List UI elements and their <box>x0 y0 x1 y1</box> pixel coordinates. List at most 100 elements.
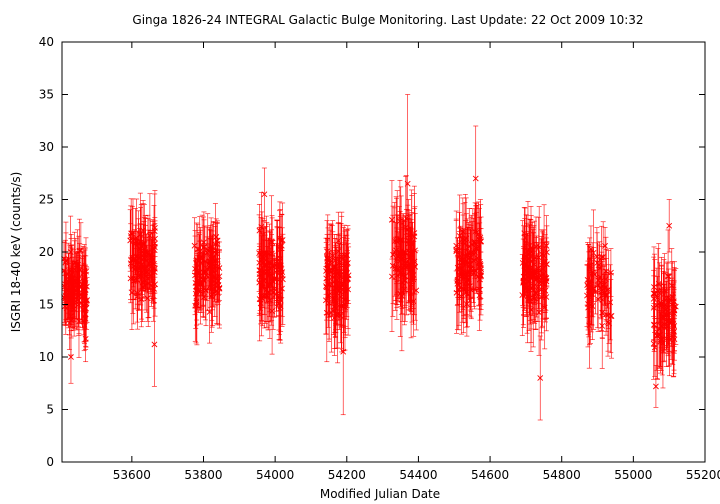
data-point-108 <box>79 251 86 328</box>
data-point-306 <box>194 250 201 311</box>
data-point-209 <box>134 270 141 323</box>
data-point-305 <box>209 230 215 311</box>
data-point-928 <box>650 269 657 317</box>
y-tick-label: 10 <box>39 350 54 364</box>
data-point-498 <box>326 250 333 340</box>
x-tick-label: 53600 <box>113 468 151 482</box>
data-point-505 <box>343 229 350 317</box>
data-point-955 <box>653 365 659 408</box>
data-point-598 <box>411 193 418 280</box>
y-tick-label: 25 <box>39 193 54 207</box>
data-point-599 <box>399 213 406 322</box>
x-tick-label: 54600 <box>471 468 509 482</box>
data-point-864 <box>584 264 591 306</box>
data-point-948 <box>654 285 661 379</box>
data-point-84 <box>82 287 89 350</box>
data-point-548 <box>413 250 420 331</box>
data-point-797 <box>523 226 530 317</box>
data-point-378 <box>273 270 280 317</box>
data-point-591 <box>408 236 415 339</box>
data-point-796 <box>543 215 550 277</box>
y-tick-label: 20 <box>39 245 54 259</box>
data-point-786 <box>519 254 526 336</box>
data-point-945 <box>670 295 676 354</box>
data-point-957 <box>151 302 158 387</box>
y-tick-label: 35 <box>39 88 54 102</box>
data-point-204 <box>139 251 146 323</box>
data-point-954 <box>340 288 347 416</box>
x-tick-label: 55000 <box>614 468 652 482</box>
data-point-782 <box>530 247 537 348</box>
data-point-307 <box>204 213 211 287</box>
data-point-392 <box>269 215 275 292</box>
data-point-403 <box>277 237 284 299</box>
y-tick-label: 30 <box>39 140 54 154</box>
x-axis: 53600 53800 54000 54200 54400 54600 54800 55000… <box>113 42 720 482</box>
data-point-506 <box>329 250 336 305</box>
y-tick-label: 15 <box>39 298 54 312</box>
data-point-953 <box>537 335 544 421</box>
data-point-699 <box>475 235 482 290</box>
data-point-308 <box>207 229 214 270</box>
data-point-295 <box>212 243 219 279</box>
data-point-500 <box>341 252 348 302</box>
data-point-789 <box>535 242 542 299</box>
y-tick-label: 5 <box>46 403 54 417</box>
data-point-788 <box>542 234 549 320</box>
data-point-309 <box>193 262 200 321</box>
chart-title: Ginga 1826-24 INTEGRAL Galactic Bulge Mo… <box>132 13 643 27</box>
data-point-949 <box>651 297 658 352</box>
data-point-936 <box>671 289 677 375</box>
y-tick-label: 40 <box>39 35 54 49</box>
data-point-944 <box>660 273 667 317</box>
data-point-594 <box>394 231 400 309</box>
x-tick-label: 54200 <box>328 468 366 482</box>
data-point-39 <box>77 222 84 279</box>
data-point-291 <box>209 252 216 326</box>
data-point-697 <box>459 242 466 284</box>
x-tick-label: 54000 <box>256 468 294 482</box>
data-point-693 <box>466 256 473 317</box>
data-point-206 <box>144 275 151 322</box>
data-point-958 <box>68 330 74 384</box>
y-axis-label: ISGRI 18-40 keV (counts/s) <box>9 172 23 333</box>
data-point-857 <box>601 273 607 318</box>
data-point-185 <box>127 223 134 304</box>
data-point-950 <box>404 94 411 274</box>
data-point-793 <box>528 206 534 291</box>
x-tick-label: 55200 <box>686 468 720 482</box>
data-point-501 <box>327 224 333 317</box>
data-point-956 <box>666 199 673 253</box>
data-point-208 <box>127 209 134 272</box>
data-point-865 <box>595 267 602 332</box>
data-point-509 <box>331 234 338 301</box>
data-point-861 <box>606 303 612 344</box>
data-point-398 <box>279 227 286 317</box>
data-point-408 <box>258 230 265 321</box>
data-point-952 <box>261 167 268 221</box>
data-point-589 <box>408 245 415 310</box>
x-tick-label: 54800 <box>543 468 581 482</box>
data-point-407 <box>279 233 286 325</box>
data-point-608 <box>453 251 460 334</box>
data-point-405 <box>257 229 264 311</box>
data-point-847 <box>603 248 610 294</box>
data-point-947 <box>661 284 668 351</box>
data-point-503 <box>330 251 337 313</box>
data-point-799 <box>521 207 528 260</box>
data-point-798 <box>539 238 545 329</box>
x-tick-label: 54400 <box>399 468 437 482</box>
data-point-396 <box>271 258 277 299</box>
data-point-939 <box>666 301 673 344</box>
data-point-301 <box>207 228 213 287</box>
data-point-207 <box>151 223 158 264</box>
data-point-406 <box>266 223 273 284</box>
data-point-402 <box>276 238 283 285</box>
data-point-635 <box>463 271 470 337</box>
data-point-299 <box>203 236 210 301</box>
data-point-486 <box>324 214 331 306</box>
data-points <box>61 94 679 421</box>
data-point-791 <box>539 230 546 327</box>
data-point-941 <box>656 288 663 369</box>
